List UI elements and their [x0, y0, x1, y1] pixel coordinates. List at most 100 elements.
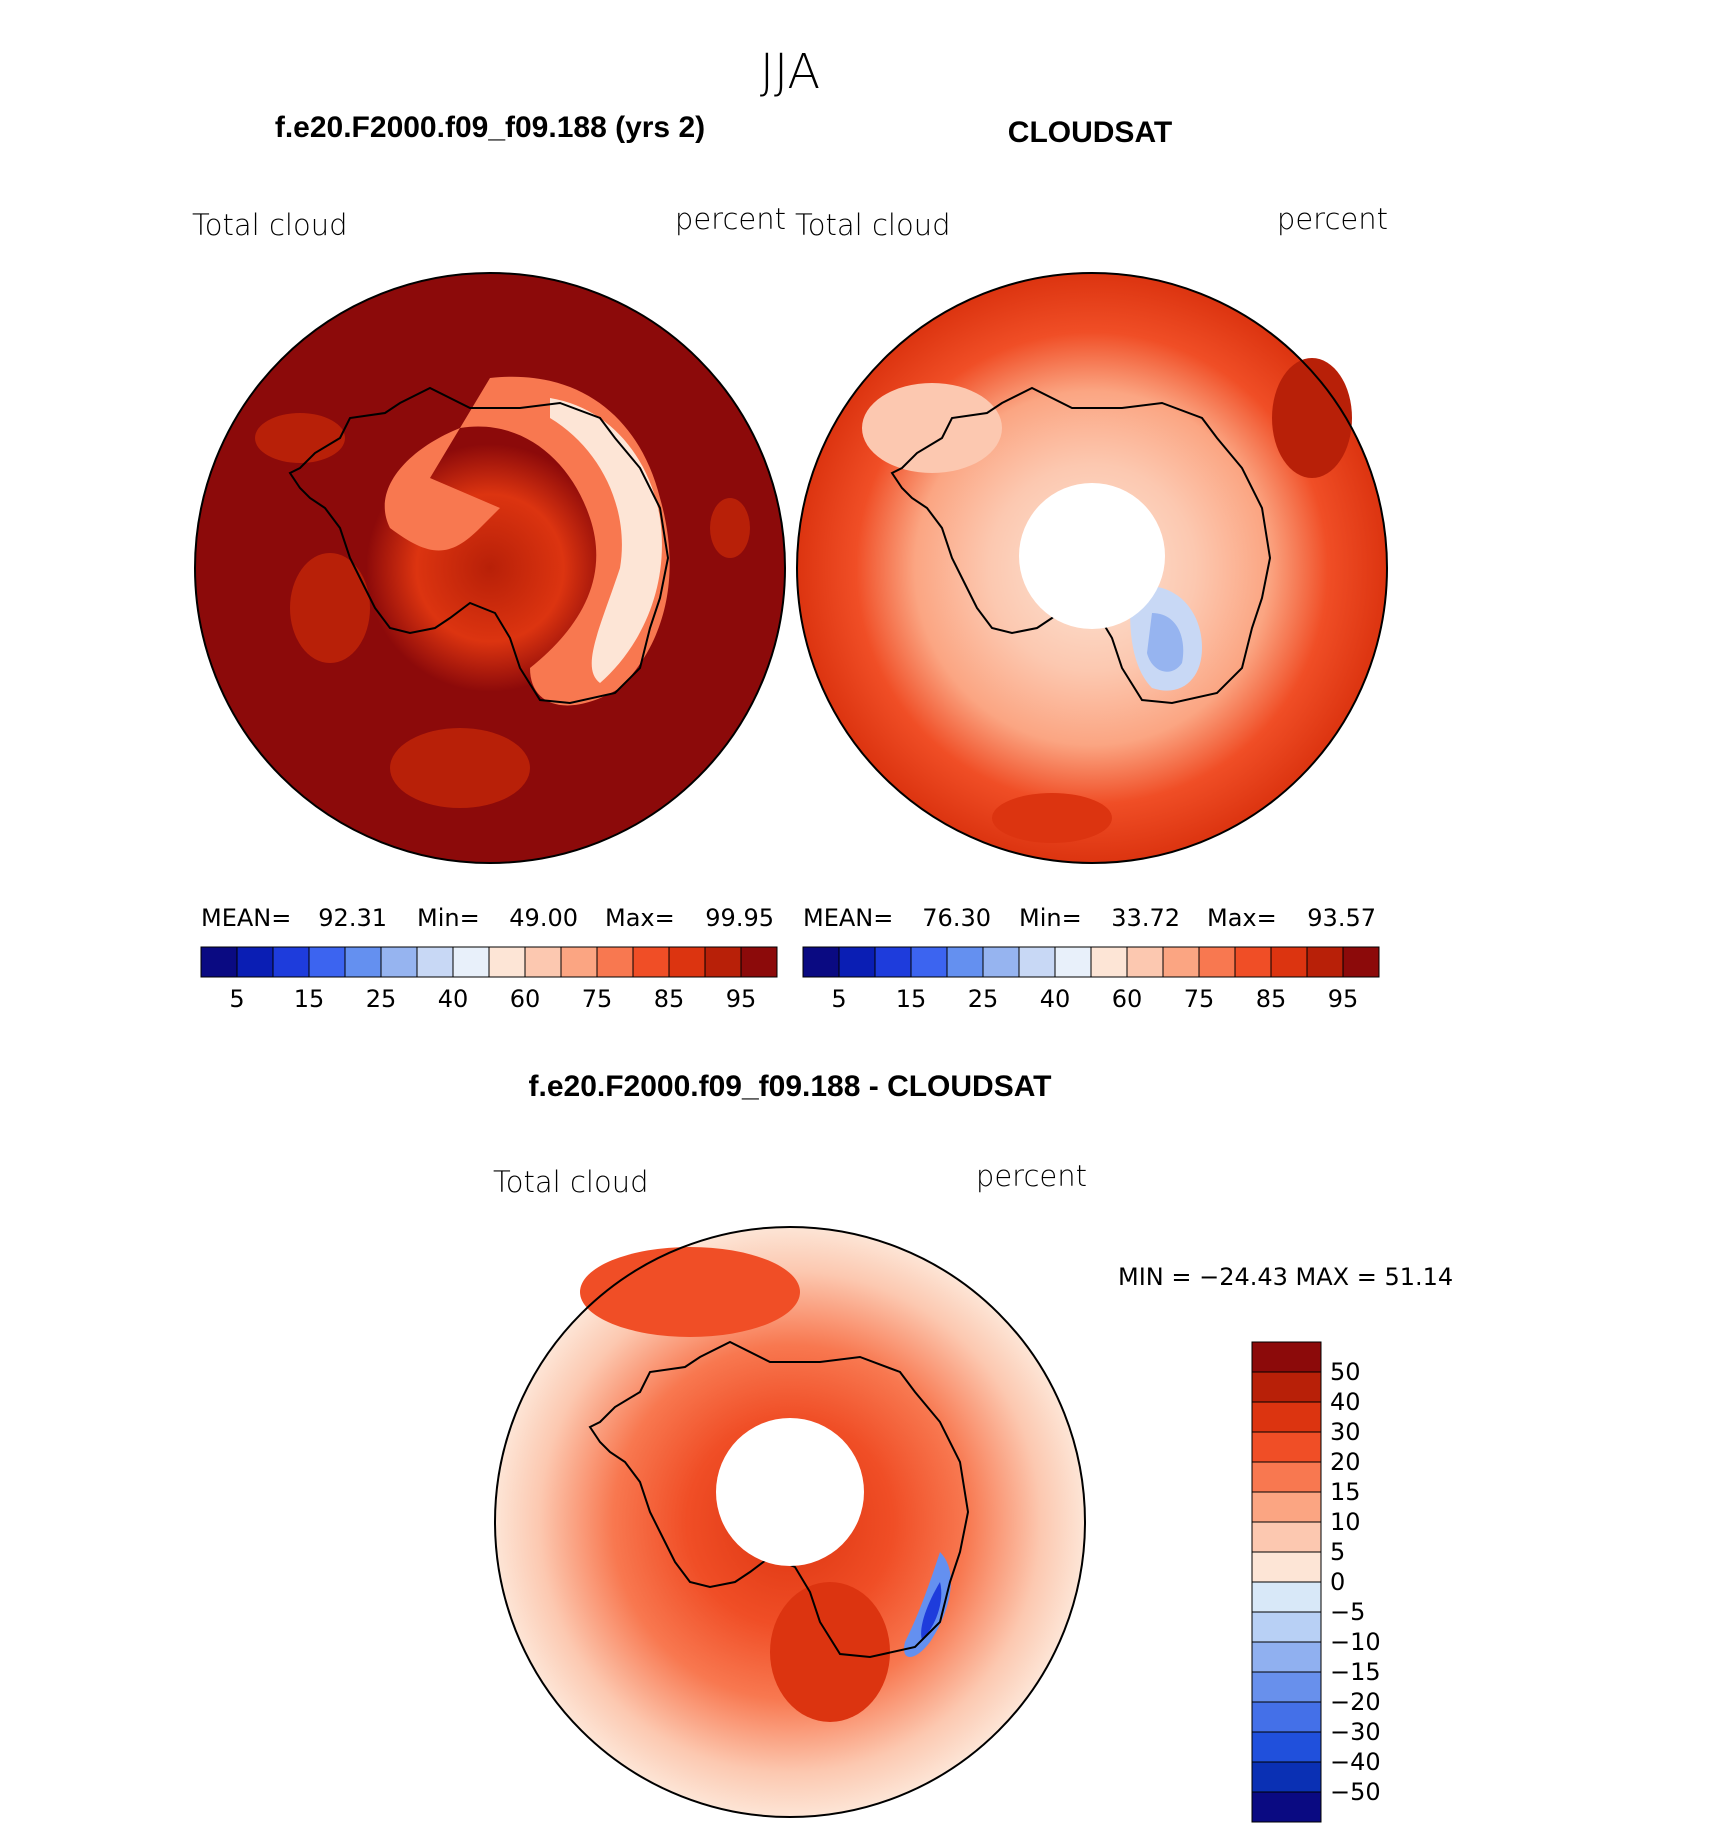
cloudsat-mean-value: 76.30	[922, 904, 991, 932]
cloudsat-colorbar-box	[1342, 946, 1380, 978]
difference-colorbar-label: −50	[1330, 1778, 1381, 1806]
difference-colorbar-box	[1251, 1611, 1322, 1643]
difference-units-label: percent	[976, 1159, 1087, 1193]
difference-colorbar-box	[1251, 1461, 1322, 1493]
difference-map	[494, 1226, 1086, 1818]
difference-colorbar-label: 50	[1330, 1358, 1361, 1386]
model-colorbar: 5 15 25 40 60 75 85 95	[200, 946, 778, 1013]
cloudsat-colorbar-tick: 40	[1040, 985, 1071, 1013]
difference-panel: f.e20.F2000.f09_f09.188 - CLOUDSAT Total…	[493, 1070, 1453, 1823]
model-field-label: Total cloud	[192, 208, 347, 242]
difference-colorbar-label: 0	[1330, 1568, 1345, 1596]
cloudsat-colorbar-tick: 15	[896, 985, 927, 1013]
difference-colorbar-box	[1251, 1641, 1322, 1673]
model-mean-label: MEAN=	[201, 904, 291, 932]
difference-colorbar-box	[1251, 1701, 1322, 1733]
cloudsat-max-value: 93.57	[1307, 904, 1376, 932]
difference-colorbar-box	[1251, 1551, 1322, 1583]
cloudsat-colorbar-box	[1090, 946, 1128, 978]
model-colorbar-box	[272, 946, 310, 978]
model-colorbar-box	[668, 946, 706, 978]
difference-colorbar-label: −5	[1330, 1598, 1365, 1626]
difference-colorbar-box	[1251, 1341, 1322, 1373]
cloudsat-colorbar-box	[1054, 946, 1092, 978]
model-colorbar-box	[740, 946, 778, 978]
cloudsat-colorbar-tick: 85	[1256, 985, 1287, 1013]
cloudsat-colorbar-box	[802, 946, 840, 978]
model-colorbar-box	[344, 946, 382, 978]
model-colorbar-box	[236, 946, 274, 978]
difference-colorbar-label: −15	[1330, 1658, 1381, 1686]
model-panel: f.e20.F2000.f09_f09.188 (yrs 2) Total cl…	[192, 111, 786, 1013]
difference-map-patch	[770, 1582, 890, 1722]
difference-colorbar-box	[1251, 1581, 1322, 1613]
cloudsat-colorbar-box	[838, 946, 876, 978]
difference-colorbar-label: 10	[1330, 1508, 1361, 1536]
cloudsat-colorbar: 5 15 25 40 60 75 85 95	[802, 946, 1380, 1013]
model-map-boundary	[194, 272, 786, 864]
model-colorbar-box	[596, 946, 634, 978]
cloudsat-max-label: Max=	[1207, 904, 1277, 932]
season-title: JJA	[760, 44, 820, 100]
cloudsat-colorbar-box	[1162, 946, 1200, 978]
model-map-min-band	[550, 398, 662, 683]
cloudsat-panel-title: CLOUDSAT	[1008, 116, 1172, 149]
cloudsat-colorbar-tick: 25	[968, 985, 999, 1013]
difference-map-negative-core	[921, 1582, 942, 1640]
cloudsat-min-label: Min=	[1019, 904, 1082, 932]
model-max-label: Max=	[605, 904, 675, 932]
model-map-patch	[710, 498, 750, 558]
model-colorbar-box	[524, 946, 562, 978]
difference-colorbar-box	[1251, 1761, 1322, 1793]
cloudsat-map-polar-hole	[1019, 483, 1165, 629]
model-colorbar-box	[452, 946, 490, 978]
model-colorbar-box	[560, 946, 598, 978]
difference-colorbar-label: 20	[1330, 1448, 1361, 1476]
cloudsat-map-patch	[1272, 358, 1352, 478]
model-colorbar-box	[200, 946, 238, 978]
model-mean-value: 92.31	[318, 904, 387, 932]
difference-map-polar-hole	[716, 1418, 864, 1566]
model-colorbar-box	[380, 946, 418, 978]
model-colorbar-box	[308, 946, 346, 978]
model-colorbar-tick: 40	[438, 985, 469, 1013]
difference-colorbar-label: 15	[1330, 1478, 1361, 1506]
difference-colorbar-label: 30	[1330, 1418, 1361, 1446]
difference-minmax: MIN = −24.43 MAX = 51.14	[1118, 1263, 1453, 1291]
model-min-label: Min=	[417, 904, 480, 932]
difference-colorbar-label: −30	[1330, 1718, 1381, 1746]
difference-colorbar-box	[1251, 1491, 1322, 1523]
model-map	[194, 272, 786, 864]
difference-colorbar-label: −40	[1330, 1748, 1381, 1776]
model-colorbar-tick: 95	[726, 985, 757, 1013]
cloudsat-colorbar-box	[1234, 946, 1272, 978]
cloudsat-field-label: Total cloud	[795, 208, 950, 242]
difference-colorbar-label: −20	[1330, 1688, 1381, 1716]
cloudsat-colorbar-box	[1198, 946, 1236, 978]
cloudsat-units-label: percent	[1277, 202, 1388, 236]
difference-map-boundary	[494, 1226, 1086, 1818]
model-stats: MEAN= 92.31 Min= 49.00 Max= 99.95	[201, 904, 774, 932]
difference-colorbar-label: −10	[1330, 1628, 1381, 1656]
cloudsat-colorbar-box	[1018, 946, 1056, 978]
cloudsat-colorbar-box	[1270, 946, 1308, 978]
model-colorbar-tick: 25	[366, 985, 397, 1013]
cloudsat-map-patch	[862, 383, 1002, 473]
model-map-disk	[195, 273, 785, 863]
cloudsat-colorbar-tick: 60	[1112, 985, 1143, 1013]
model-colorbar-tick: 75	[582, 985, 613, 1013]
difference-panel-title: f.e20.F2000.f09_f09.188 - CLOUDSAT	[529, 1070, 1052, 1103]
difference-map-patch	[580, 1247, 800, 1337]
model-panel-title: f.e20.F2000.f09_f09.188 (yrs 2)	[275, 111, 705, 144]
difference-map-negative-region	[904, 1552, 951, 1657]
model-min-value: 49.00	[509, 904, 578, 932]
cloudsat-colorbar-box	[910, 946, 948, 978]
difference-colorbar-box	[1251, 1731, 1322, 1763]
cloudsat-colorbar-box	[946, 946, 984, 978]
cloudsat-min-value: 33.72	[1111, 904, 1180, 932]
model-colorbar-tick: 5	[229, 985, 244, 1013]
difference-colorbar-box	[1251, 1791, 1322, 1823]
model-colorbar-tick: 60	[510, 985, 541, 1013]
